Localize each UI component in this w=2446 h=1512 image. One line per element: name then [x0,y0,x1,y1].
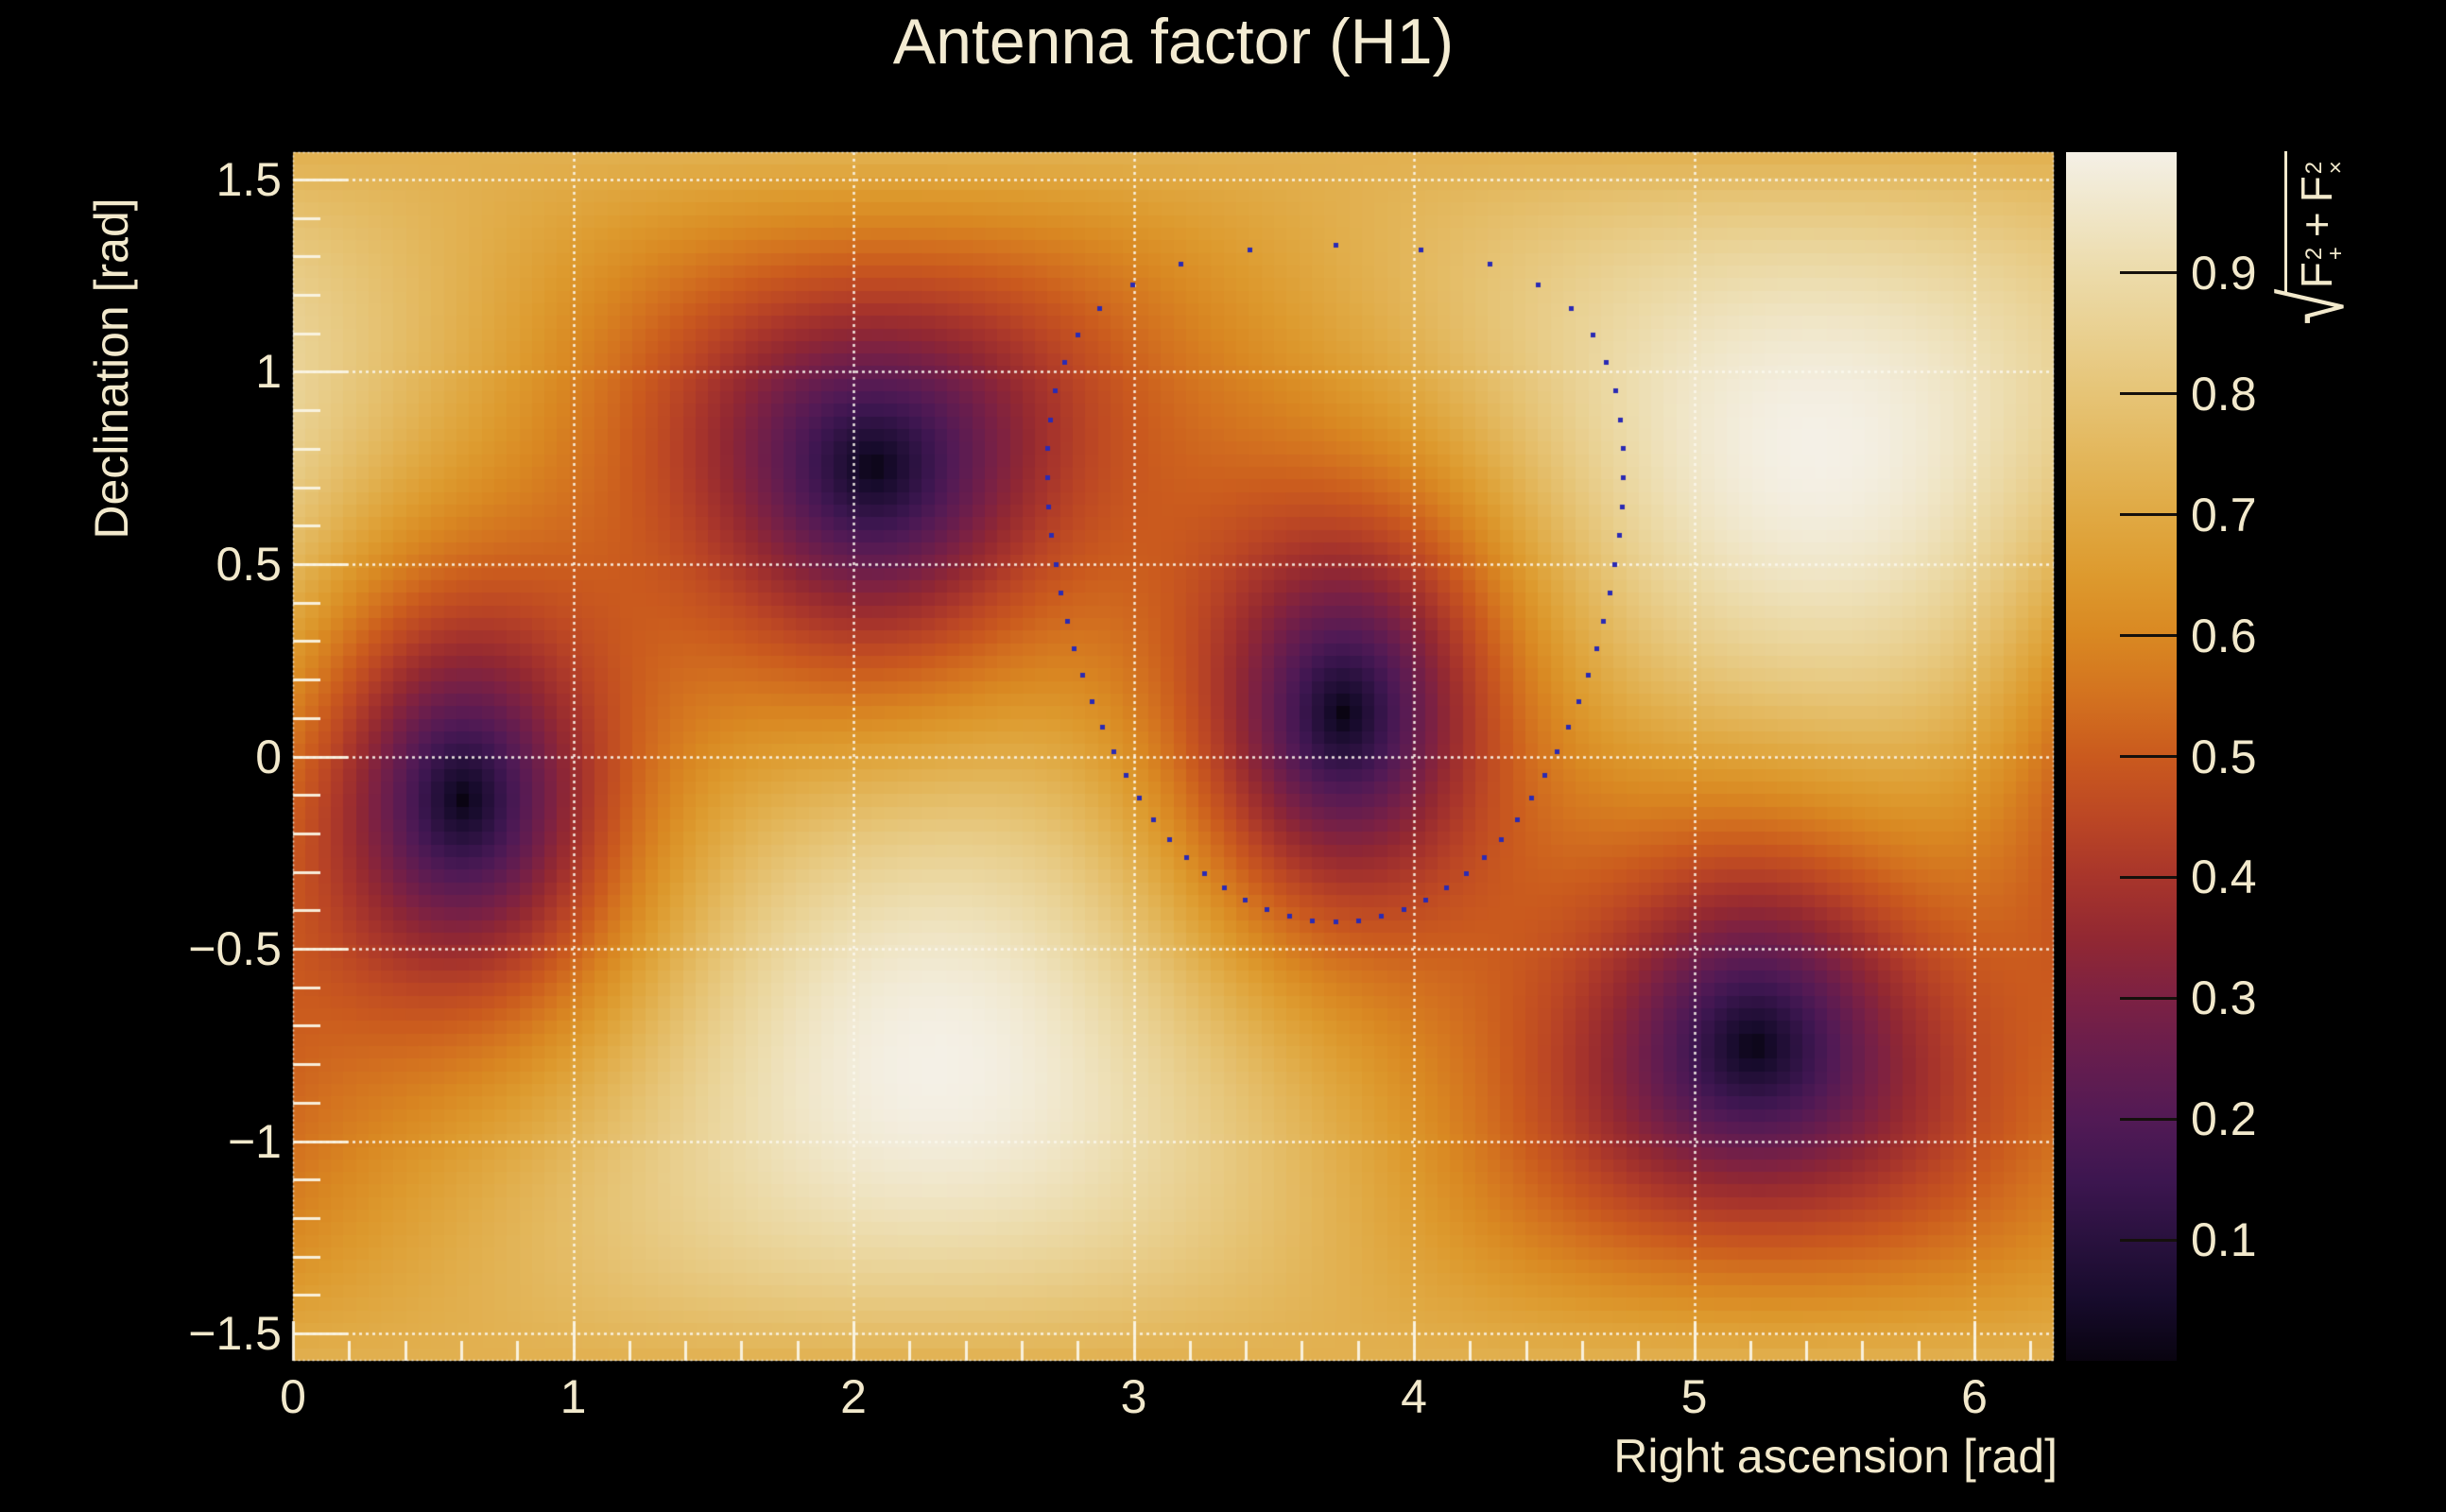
sqrt-radical-icon: √ [2265,288,2362,325]
x-tick-label: 2 [840,1370,867,1423]
f-plus-base: F [2292,262,2341,289]
colorbar-tick-label: 0.8 [2191,367,2257,421]
f-cross-scripts: 2 × [2301,161,2349,175]
y-tick-label: 0 [255,730,282,783]
y-tick-label: −0.5 [188,922,282,976]
colorbar-tick [2120,634,2177,638]
y-tick-label: 0.5 [215,537,282,591]
y-tick-label: −1.5 [188,1307,282,1361]
y-axis-title: Declination [rad] [85,198,138,540]
colorbar-tick [2120,996,2177,1000]
y-tick-label: 1.5 [215,152,282,206]
colorbar-tick [2120,875,2177,879]
colorbar-title: √ F 2 + + F 2 × [2265,146,2362,335]
colorbar-tick-label: 0.9 [2191,246,2257,300]
colorbar-tick-label: 0.4 [2191,850,2257,904]
colorbar-tick-label: 0.2 [2191,1092,2257,1146]
x-axis-title: Right ascension [rad] [1613,1430,2058,1483]
plus-sign: + [2292,212,2341,238]
colorbar-tick [2120,392,2177,396]
f-cross-base: F [2292,176,2341,203]
x-tick-label: 3 [1120,1370,1147,1423]
colorbar-tick-label: 0.6 [2191,609,2257,662]
colorbar-tick-label: 0.7 [2191,488,2257,541]
colorbar-tick [2120,513,2177,517]
x-tick-label: 5 [1680,1370,1708,1423]
f-cross-subscript: × [2322,161,2349,175]
x-tick-label: 6 [1961,1370,1988,1423]
colorbar-tick [2120,271,2177,275]
colorbar-title-expression: F 2 + + F 2 × [2284,151,2358,293]
f-plus-scripts: 2 + [2301,247,2349,261]
colorbar-tick-label: 0.3 [2191,971,2257,1025]
colorbar-tick [2120,755,2177,758]
colorbar-tick-label: 0.1 [2191,1213,2257,1267]
f-plus-subscript: + [2322,247,2349,261]
x-tick-label: 4 [1401,1370,1427,1423]
x-tick-label: 1 [560,1370,587,1423]
colorbar-tick [2120,1117,2177,1121]
x-tick-label: 0 [280,1370,306,1423]
y-tick-label: −1 [227,1114,282,1168]
colorbar-tick-label: 0.5 [2191,730,2257,783]
y-tick-label: 1 [255,345,282,399]
plot-title: Antenna factor (H1) [892,6,1455,77]
colorbar-tick [2120,1238,2177,1242]
